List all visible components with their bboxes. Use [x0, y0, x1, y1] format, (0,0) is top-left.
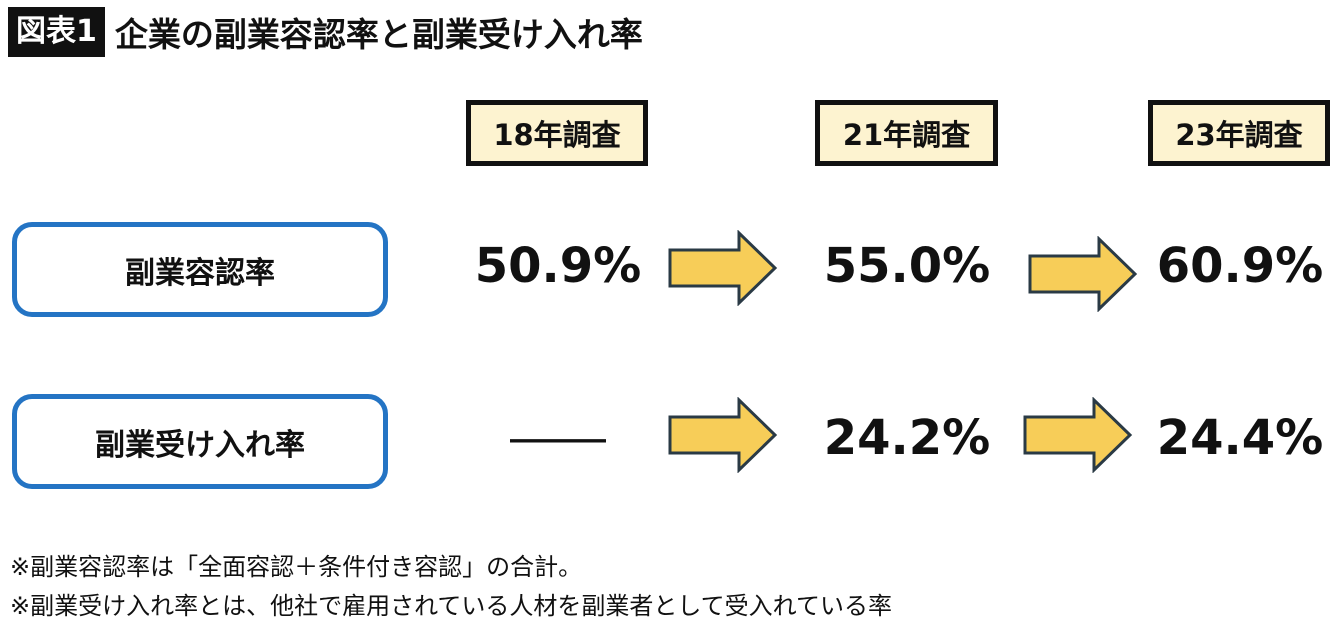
arrow-right-icon	[1028, 236, 1138, 312]
arrow-right-icon	[1023, 397, 1133, 473]
row-label-approval-rate: 副業容認率	[12, 222, 388, 317]
figure-badge: 図表1	[8, 7, 105, 57]
chart-title: 図表1 企業の副業容認率と副業受け入れ率	[8, 6, 643, 58]
arrow-right-icon	[668, 230, 778, 306]
arrow-right-icon	[668, 397, 778, 473]
footnote-acceptance-definition: ※副業受け入れ率とは、他社で雇用されている人材を副業者として受入れている率	[10, 592, 892, 620]
column-header-2021: 21年調査	[815, 100, 998, 166]
row-label-acceptance-rate: 副業受け入れ率	[12, 394, 388, 489]
title-text: 企業の副業容認率と副業受け入れ率	[114, 15, 643, 54]
value-approval-2023: 60.9%	[1156, 238, 1324, 294]
value-approval-2021: 55.0%	[823, 238, 991, 294]
column-header-2018: 18年調査	[466, 100, 648, 166]
footnote-approval-definition: ※副業容認率は「全面容認＋条件付き容認」の合計。	[10, 553, 583, 581]
column-header-2023: 23年調査	[1148, 100, 1330, 166]
value-acceptance-2021: 24.2%	[823, 410, 991, 466]
value-acceptance-2018: ――	[510, 410, 606, 466]
value-approval-2018: 50.9%	[474, 238, 642, 294]
value-acceptance-2023: 24.4%	[1156, 410, 1324, 466]
